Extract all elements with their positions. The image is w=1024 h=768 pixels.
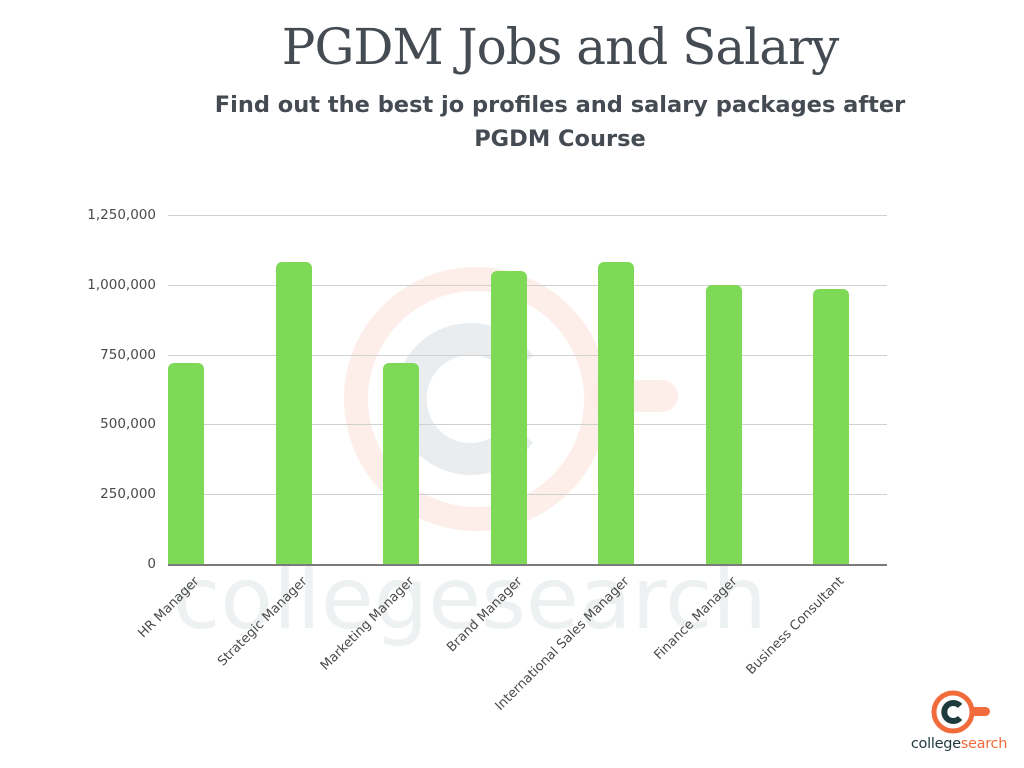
y-tick-label: 1,000,000 — [87, 276, 156, 293]
bar — [490, 270, 527, 564]
x-tick-label: HR Manager — [135, 574, 203, 642]
x-tick-label: Marketing Manager — [317, 574, 418, 674]
collegesearch-logo: collegesearch — [900, 688, 1020, 764]
y-tick-label: 750,000 — [100, 346, 156, 363]
chart-title: PGDM Jobs and Salary — [281, 18, 839, 76]
y-tick-label: 500,000 — [100, 416, 156, 433]
bar — [275, 262, 312, 564]
logo-text: collegesearch — [910, 736, 1008, 752]
x-tick-label: Finance Manager — [650, 574, 740, 663]
y-tick-label: 250,000 — [100, 486, 156, 503]
gridline — [168, 284, 887, 286]
bar — [168, 362, 204, 564]
gridline — [168, 354, 887, 356]
y-tick-label: 0 — [147, 556, 156, 572]
bar — [813, 289, 849, 564]
bar — [383, 362, 419, 564]
gridline — [168, 494, 887, 496]
gridline — [168, 424, 887, 426]
y-tick-label: 1,250,000 — [87, 207, 156, 223]
c-mug-icon — [931, 690, 990, 734]
gridline — [168, 215, 887, 216]
bar — [705, 284, 742, 564]
subtitle-line-2: PGDM Course — [474, 126, 646, 152]
subtitle-line-1: Find out the best jo profiles and salary… — [214, 92, 906, 118]
x-axis-line — [168, 564, 887, 566]
bar — [598, 262, 634, 564]
x-tick-label: Brand Manager — [443, 574, 525, 656]
chart-subtitle: Find out the best jo profiles and salary… — [190, 88, 930, 156]
x-tick-label: Strategic Manager — [214, 574, 310, 670]
x-tick-label: Business Consultant — [743, 574, 848, 678]
